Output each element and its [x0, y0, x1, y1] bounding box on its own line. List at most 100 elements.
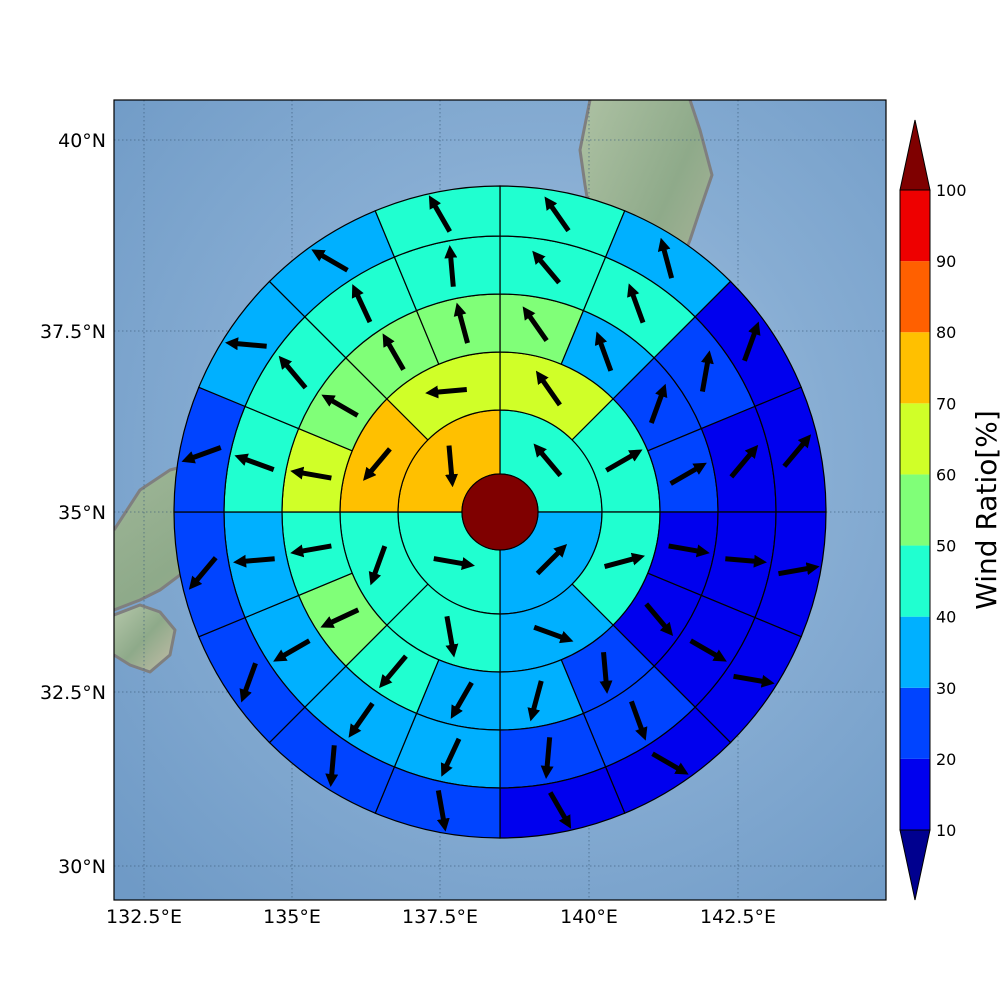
- wind-arrow: [382, 333, 406, 371]
- lon-axis: 132.5°E 135°E 137.5°E 140°E 142.5°E: [106, 906, 776, 928]
- lon-tick-label: 137.5°E: [402, 906, 478, 928]
- wind-arrow: [239, 662, 258, 703]
- wind-arrow: [278, 355, 308, 390]
- wind-arrow: [522, 306, 549, 342]
- colorbar-extend-max: [899, 119, 931, 191]
- wind-arrow: [532, 250, 562, 285]
- colorbar-tick-label: 100: [936, 181, 967, 200]
- colorbar-tick-label: 90: [936, 252, 956, 271]
- lat-axis: 40°N 37.5°N 35°N 32.5°N 30°N: [40, 130, 106, 878]
- wind-arrow: [444, 615, 459, 658]
- colorbar-segment: [900, 403, 930, 475]
- wind-arrow: [311, 249, 349, 273]
- wind-arrow: [533, 624, 574, 644]
- lon-tick-label: 140°E: [560, 906, 618, 928]
- wind-arrow: [225, 337, 267, 351]
- lat-tick-label: 30°N: [58, 856, 106, 878]
- wind-arrow: [778, 562, 820, 577]
- wind-arrow: [527, 680, 544, 722]
- wind-arrow: [669, 462, 707, 486]
- colorbar-segment: [900, 190, 930, 262]
- colorbar-segment: [900, 616, 930, 688]
- lat-tick-label: 35°N: [58, 502, 106, 524]
- colorbar-frame: [899, 189, 931, 831]
- wind-arrow: [325, 745, 339, 787]
- wind-arrow: [544, 196, 571, 233]
- wind-arrow: [627, 283, 646, 324]
- wind-arrows: [181, 195, 820, 832]
- wind-arrow: [181, 445, 222, 464]
- wind-arrow: [729, 444, 759, 479]
- wind-arrow: [535, 370, 562, 407]
- wind-arrow: [605, 449, 643, 473]
- colorbar-segment: [900, 474, 930, 546]
- wind-arrow: [668, 543, 710, 558]
- wind-arrow: [657, 237, 675, 279]
- wind-arrow: [599, 651, 613, 694]
- lon-tick-label: 135°E: [263, 906, 321, 928]
- wind-arrow: [548, 791, 572, 829]
- wind-arrow: [321, 394, 359, 418]
- wind-arrow: [348, 702, 375, 738]
- wind-arrow: [320, 607, 360, 628]
- colorbar-segment: [900, 758, 930, 830]
- lat-tick-label: 32.5°N: [40, 682, 106, 704]
- colorbar-segment: [900, 687, 930, 759]
- wind-arrow: [648, 383, 668, 424]
- wind-arrow: [644, 602, 674, 637]
- colorbar-tick-label: 50: [936, 537, 956, 556]
- colorbar-title: Wind Ratio[%]: [970, 410, 1000, 610]
- wind-arrow: [234, 453, 275, 472]
- colorbar-segment: [900, 332, 930, 404]
- wind-arrow: [428, 195, 452, 233]
- lon-tick-label: 142.5°E: [700, 906, 776, 928]
- colorbar-tick-label: 80: [936, 323, 956, 342]
- wind-arrow: [535, 543, 568, 576]
- wind-arrow: [725, 554, 767, 568]
- wind-arrow: [689, 638, 727, 662]
- wind-arrow: [435, 790, 450, 832]
- wind-arrow: [782, 434, 812, 468]
- wind-arrow: [629, 700, 648, 741]
- colorbar-tick-label: 70: [936, 394, 956, 413]
- colorbar: 10 20 30 40 50 60 70 80 90 100: [899, 119, 967, 901]
- wind-arrow: [188, 556, 218, 590]
- colorbar-extend-min: [899, 829, 931, 901]
- wind-arrow: [440, 737, 462, 777]
- wind-arrow: [651, 751, 689, 775]
- wind-arrow: [594, 331, 614, 372]
- wind-arrow: [603, 552, 645, 569]
- wind-arrow: [290, 543, 332, 558]
- colorbar-tick-label: 30: [936, 679, 956, 698]
- colorbar-segment: [900, 261, 930, 333]
- colorbar-tick-label: 10: [936, 821, 956, 840]
- wind-ratio-sectors: [173, 185, 827, 839]
- wind-arrow: [233, 554, 275, 568]
- wind-sector: [374, 185, 501, 258]
- colorbar-tick-label: 60: [936, 465, 956, 484]
- wind-arrow: [273, 638, 311, 662]
- wind-arrow: [453, 302, 470, 344]
- colorbar-segment: [900, 545, 930, 617]
- wind-arrow: [433, 556, 475, 570]
- wind-arrow: [540, 737, 554, 779]
- colorbar-tick-label: 40: [936, 608, 956, 627]
- wind-arrow: [533, 443, 563, 478]
- center-sector: [461, 473, 539, 551]
- wind-arrow: [290, 466, 332, 481]
- wind-arrow: [445, 445, 459, 488]
- wind-arrow: [450, 681, 474, 719]
- wind-arrow: [699, 350, 714, 392]
- wind-arrow: [742, 321, 761, 362]
- lon-tick-label: 132.5°E: [106, 906, 182, 928]
- wind-arrow: [425, 385, 468, 399]
- lat-tick-label: 37.5°N: [40, 321, 106, 343]
- wind-arrow: [444, 245, 458, 287]
- map-frame: [113, 99, 887, 901]
- lat-tick-label: 40°N: [58, 130, 106, 152]
- wind-arrow: [733, 673, 775, 688]
- wind-arrow: [363, 447, 392, 481]
- landmass-kyushu: [114, 605, 175, 672]
- wind-arrow: [379, 654, 408, 689]
